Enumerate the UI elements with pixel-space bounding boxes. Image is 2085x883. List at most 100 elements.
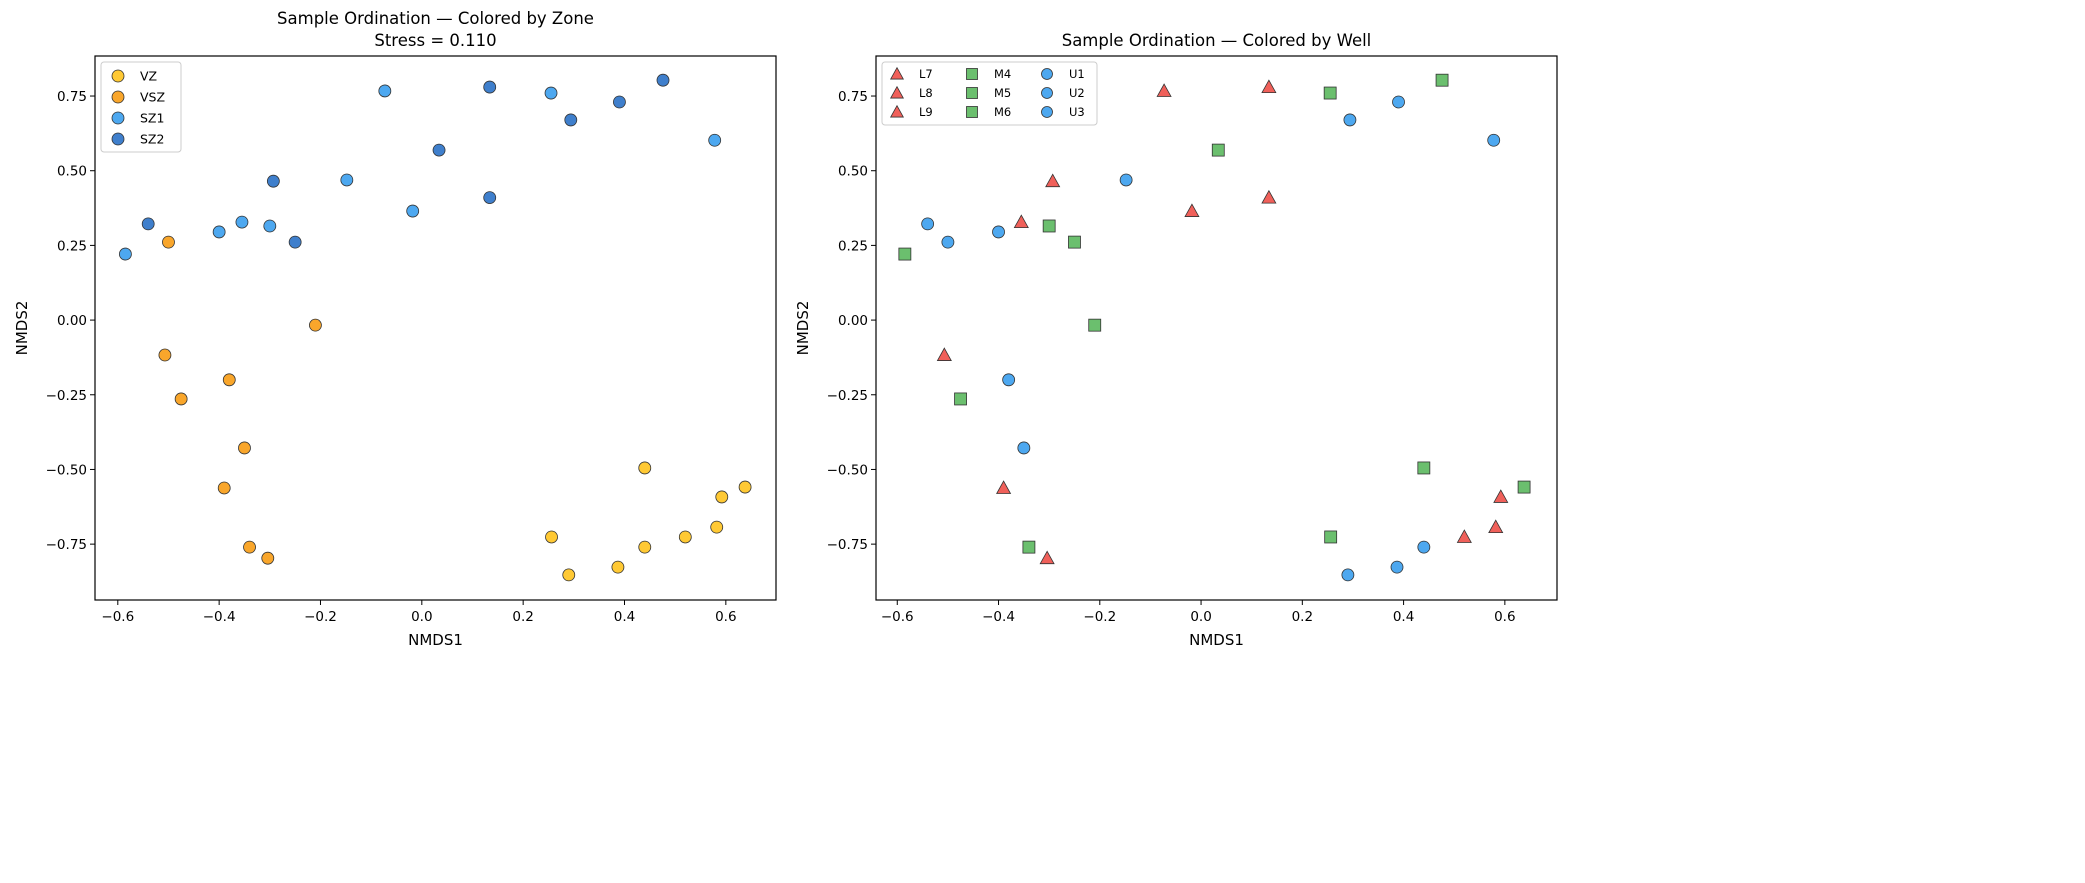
- data-point: [1392, 95, 1405, 109]
- legend-marker: [966, 106, 978, 118]
- data-point: [898, 247, 912, 261]
- x-tick-label: −0.2: [1083, 609, 1116, 625]
- legend-label: U3: [1069, 105, 1085, 119]
- y-tick-label: −0.50: [46, 462, 87, 478]
- data-point: [141, 217, 155, 231]
- data-point: [174, 392, 188, 406]
- legend-label: SZ1: [140, 111, 164, 126]
- x-tick-label: 0.0: [411, 609, 432, 625]
- y-tick-label: −0.25: [46, 388, 87, 404]
- y-tick-label: 0.50: [57, 164, 87, 180]
- y-tick-label: 0.50: [838, 164, 868, 180]
- data-point: [1417, 461, 1431, 475]
- data-point: [638, 540, 652, 554]
- data-point: [1039, 550, 1055, 565]
- data-point: [656, 73, 670, 87]
- data-point: [1417, 540, 1431, 554]
- legend-marker: [111, 132, 125, 146]
- data-point: [263, 219, 277, 233]
- data-point: [611, 560, 625, 574]
- data-point: [545, 530, 558, 544]
- y-tick-label: 0.00: [838, 313, 868, 329]
- legend-label: M6: [994, 105, 1011, 119]
- data-point: [432, 143, 446, 157]
- data-point: [613, 95, 626, 109]
- data-point: [119, 247, 132, 261]
- x-tick-label: 0.0: [1190, 609, 1211, 625]
- data-point: [1002, 373, 1016, 387]
- legend-label: L8: [919, 86, 933, 100]
- y-tick-label: 0.00: [57, 313, 87, 329]
- data-points: [898, 73, 1531, 582]
- x-tick-label: 0.2: [1292, 609, 1313, 625]
- x-tick-label: −0.6: [881, 609, 914, 625]
- data-point: [1488, 519, 1504, 534]
- data-point: [1088, 318, 1102, 332]
- data-point: [738, 480, 752, 494]
- x-tick-label: 0.4: [614, 609, 635, 625]
- data-point: [992, 225, 1005, 239]
- x-tick-label: −0.2: [304, 609, 337, 625]
- legend-box: [881, 61, 1098, 126]
- data-point: [678, 530, 692, 544]
- data-point: [1013, 214, 1029, 229]
- y-tick-label: 0.75: [838, 89, 868, 105]
- y-tick-label: 0.25: [838, 238, 868, 254]
- x-tick-label: 0.6: [1494, 609, 1515, 625]
- data-point: [1324, 530, 1338, 544]
- legend-marker: [111, 69, 125, 83]
- data-point: [1042, 219, 1056, 233]
- data-point: [222, 373, 236, 387]
- legend-marker: [1041, 68, 1053, 80]
- data-point: [1022, 540, 1036, 554]
- x-tick-label: 0.2: [512, 609, 533, 625]
- data-point: [1517, 480, 1531, 494]
- legend-marker: [111, 111, 125, 125]
- data-point: [162, 235, 175, 249]
- data-point: [238, 441, 251, 455]
- x-tick-label: 0.6: [715, 609, 736, 625]
- legend-marker: [889, 66, 905, 80]
- data-point: [954, 392, 967, 406]
- data-point: [483, 80, 497, 94]
- data-point: [217, 481, 231, 495]
- data-point: [1045, 173, 1061, 188]
- data-point: [1156, 83, 1172, 97]
- data-point: [1341, 568, 1355, 582]
- y-tick-label: 0.25: [57, 238, 87, 254]
- y-tick-label: −0.50: [827, 462, 868, 478]
- data-point: [564, 113, 578, 127]
- data-point: [638, 461, 652, 475]
- x-tick-label: −0.4: [203, 609, 236, 625]
- legend-label: M4: [994, 67, 1011, 81]
- data-point: [243, 540, 256, 554]
- data-points: [119, 73, 752, 582]
- data-point: [1487, 133, 1501, 147]
- legend-box: [100, 61, 182, 153]
- legend-label: M5: [994, 86, 1011, 100]
- y-tick-label: 0.75: [57, 89, 87, 105]
- legend-label: L9: [919, 105, 933, 119]
- data-point: [406, 204, 420, 218]
- legend-label: VSZ: [140, 90, 165, 105]
- x-tick-label: −0.4: [982, 609, 1015, 625]
- data-point: [1261, 189, 1277, 204]
- data-point: [544, 86, 558, 100]
- data-point: [1390, 560, 1404, 574]
- y-tick-label: −0.75: [827, 537, 868, 553]
- data-point: [483, 191, 497, 205]
- legend-marker: [889, 85, 905, 99]
- data-point: [1493, 489, 1509, 503]
- legend-marker: [966, 68, 978, 80]
- data-point: [1017, 441, 1031, 455]
- data-point: [235, 215, 249, 229]
- chart-title: Sample Ordination — Colored by Well: [1062, 31, 1372, 50]
- x-axis-label: NMDS1: [408, 631, 463, 649]
- data-point: [1211, 143, 1225, 157]
- chart-title: Sample Ordination — Colored by Zone: [277, 9, 594, 28]
- x-axis-label: NMDS1: [1189, 631, 1244, 649]
- legend: L7 L8 L9 M4 M5 M6 U1 U2 U3: [881, 61, 1098, 126]
- legend-marker: [111, 90, 125, 104]
- y-tick-label: −0.75: [46, 537, 87, 553]
